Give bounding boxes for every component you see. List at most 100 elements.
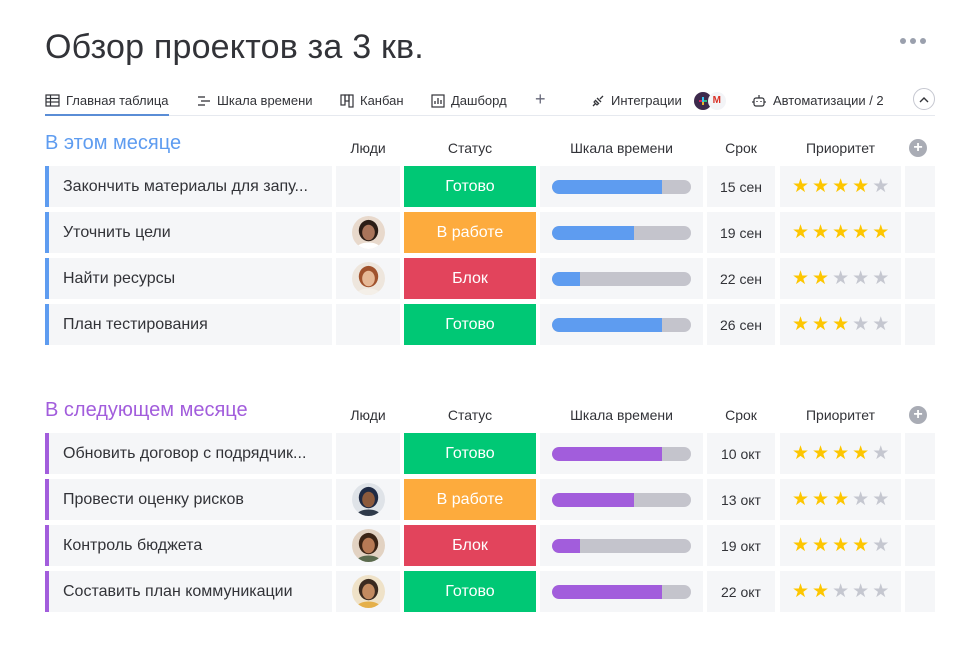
star-icon[interactable]: ★ bbox=[852, 581, 870, 602]
table-row[interactable]: Обновить договор с подрядчик... Готово 10 … bbox=[45, 433, 935, 474]
star-icon[interactable]: ★ bbox=[812, 489, 830, 510]
due-date[interactable]: 13 окт bbox=[707, 479, 775, 520]
column-header-priority[interactable]: Приоритет bbox=[805, 140, 876, 156]
people-cell[interactable] bbox=[336, 525, 400, 566]
due-date[interactable]: 19 сен bbox=[707, 212, 775, 253]
table-row[interactable]: Закончить материалы для запу... Готово 15 … bbox=[45, 166, 935, 207]
star-icon[interactable]: ★ bbox=[872, 176, 890, 197]
table-row[interactable]: Контроль бюджета Блок 19 окт ★ ★ ★ ★ ★ bbox=[45, 525, 935, 566]
add-column-button[interactable]: + bbox=[909, 139, 927, 157]
avatar[interactable] bbox=[351, 529, 385, 562]
add-column-button[interactable]: + bbox=[909, 406, 927, 424]
star-icon[interactable]: ★ bbox=[832, 176, 850, 197]
timeline-cell[interactable] bbox=[540, 304, 703, 345]
star-icon[interactable]: ★ bbox=[792, 176, 810, 197]
status-badge[interactable]: В работе bbox=[404, 212, 536, 253]
star-icon[interactable]: ★ bbox=[792, 489, 810, 510]
people-cell[interactable] bbox=[336, 571, 400, 612]
column-header-timeline[interactable]: Шкала времени bbox=[570, 407, 673, 423]
star-icon[interactable]: ★ bbox=[792, 268, 810, 289]
avatar[interactable] bbox=[351, 575, 385, 608]
due-date[interactable]: 19 окт bbox=[707, 525, 775, 566]
column-header-priority[interactable]: Приоритет bbox=[805, 407, 876, 423]
star-icon[interactable]: ★ bbox=[812, 535, 830, 556]
table-row[interactable]: Провести оценку рисков В работе 13 окт ★ ★ ★ ★… bbox=[45, 479, 935, 520]
status-badge[interactable]: В работе bbox=[404, 479, 536, 520]
star-icon[interactable]: ★ bbox=[792, 535, 810, 556]
priority-rating[interactable]: ★ ★ ★ ★ ★ bbox=[780, 258, 901, 299]
star-icon[interactable]: ★ bbox=[852, 314, 870, 335]
item-name[interactable]: Провести оценку рисков bbox=[45, 479, 332, 520]
star-icon[interactable]: ★ bbox=[852, 535, 870, 556]
star-icon[interactable]: ★ bbox=[832, 443, 850, 464]
due-date[interactable]: 22 окт bbox=[707, 571, 775, 612]
star-icon[interactable]: ★ bbox=[852, 222, 870, 243]
priority-rating[interactable]: ★ ★ ★ ★ ★ bbox=[780, 212, 901, 253]
item-name[interactable]: Закончить материалы для запу... bbox=[45, 166, 332, 207]
priority-rating[interactable]: ★ ★ ★ ★ ★ bbox=[780, 525, 901, 566]
star-icon[interactable]: ★ bbox=[792, 222, 810, 243]
status-badge[interactable]: Готово bbox=[404, 433, 536, 474]
people-cell[interactable] bbox=[336, 433, 400, 474]
star-icon[interactable]: ★ bbox=[872, 535, 890, 556]
star-icon[interactable]: ★ bbox=[812, 268, 830, 289]
status-badge[interactable]: Блок bbox=[404, 258, 536, 299]
priority-rating[interactable]: ★ ★ ★ ★ ★ bbox=[780, 166, 901, 207]
star-icon[interactable]: ★ bbox=[812, 176, 830, 197]
tab-dashboard[interactable]: Дашборд bbox=[431, 86, 507, 115]
priority-rating[interactable]: ★ ★ ★ ★ ★ bbox=[780, 304, 901, 345]
star-icon[interactable]: ★ bbox=[832, 268, 850, 289]
status-badge[interactable]: Готово bbox=[404, 166, 536, 207]
automations-button[interactable]: Автоматизации / 2 bbox=[751, 86, 884, 115]
star-icon[interactable]: ★ bbox=[852, 268, 870, 289]
tab-kanban[interactable]: Канбан bbox=[340, 86, 404, 115]
star-icon[interactable]: ★ bbox=[792, 581, 810, 602]
column-header-people[interactable]: Люди bbox=[350, 407, 386, 423]
star-icon[interactable]: ★ bbox=[812, 581, 830, 602]
status-badge[interactable]: Готово bbox=[404, 304, 536, 345]
star-icon[interactable]: ★ bbox=[872, 314, 890, 335]
star-icon[interactable]: ★ bbox=[832, 222, 850, 243]
status-badge[interactable]: Готово bbox=[404, 571, 536, 612]
group-title[interactable]: В этом месяце bbox=[45, 132, 182, 154]
due-date[interactable]: 22 сен bbox=[707, 258, 775, 299]
star-icon[interactable]: ★ bbox=[812, 314, 830, 335]
star-icon[interactable]: ★ bbox=[852, 176, 870, 197]
star-icon[interactable]: ★ bbox=[832, 489, 850, 510]
due-date[interactable]: 10 окт bbox=[707, 433, 775, 474]
item-name[interactable]: Обновить договор с подрядчик... bbox=[45, 433, 332, 474]
collapse-button[interactable] bbox=[913, 88, 935, 110]
status-badge[interactable]: Блок bbox=[404, 525, 536, 566]
avatar[interactable] bbox=[351, 262, 385, 295]
timeline-cell[interactable] bbox=[540, 479, 703, 520]
column-header-due[interactable]: Срок bbox=[725, 407, 757, 423]
tab-timeline[interactable]: Шкала времени bbox=[197, 86, 313, 115]
item-name[interactable]: План тестирования bbox=[45, 304, 332, 345]
timeline-cell[interactable] bbox=[540, 212, 703, 253]
star-icon[interactable]: ★ bbox=[852, 443, 870, 464]
star-icon[interactable]: ★ bbox=[792, 314, 810, 335]
people-cell[interactable] bbox=[336, 212, 400, 253]
priority-rating[interactable]: ★ ★ ★ ★ ★ bbox=[780, 479, 901, 520]
item-name[interactable]: Контроль бюджета bbox=[45, 525, 332, 566]
star-icon[interactable]: ★ bbox=[872, 489, 890, 510]
timeline-cell[interactable] bbox=[540, 258, 703, 299]
priority-rating[interactable]: ★ ★ ★ ★ ★ bbox=[780, 433, 901, 474]
timeline-cell[interactable] bbox=[540, 571, 703, 612]
star-icon[interactable]: ★ bbox=[872, 581, 890, 602]
add-view-button[interactable]: + bbox=[535, 89, 546, 109]
group-title[interactable]: В следующем месяце bbox=[45, 399, 248, 421]
star-icon[interactable]: ★ bbox=[872, 268, 890, 289]
star-icon[interactable]: ★ bbox=[792, 443, 810, 464]
star-icon[interactable]: ★ bbox=[832, 535, 850, 556]
table-row[interactable]: Уточнить цели В работе 19 сен ★ ★ ★ ★ ★ bbox=[45, 212, 935, 253]
item-name[interactable]: Найти ресурсы bbox=[45, 258, 332, 299]
table-row[interactable]: Составить план коммуникации Готово 22 окт ★… bbox=[45, 571, 935, 612]
star-icon[interactable]: ★ bbox=[872, 222, 890, 243]
column-header-people[interactable]: Люди bbox=[350, 140, 386, 156]
timeline-cell[interactable] bbox=[540, 525, 703, 566]
star-icon[interactable]: ★ bbox=[832, 581, 850, 602]
table-row[interactable]: Найти ресурсы Блок 22 сен ★ ★ ★ ★ ★ bbox=[45, 258, 935, 299]
table-row[interactable]: План тестирования Готово 26 сен ★ ★ ★ ★ ★ bbox=[45, 304, 935, 345]
star-icon[interactable]: ★ bbox=[852, 489, 870, 510]
